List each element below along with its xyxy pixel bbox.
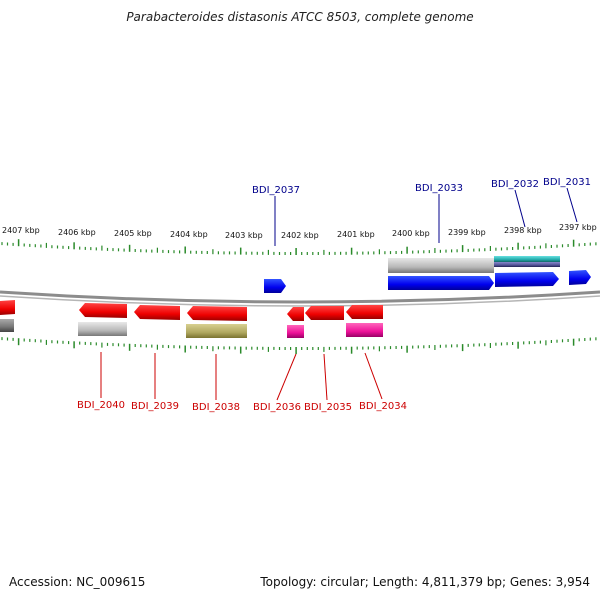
gene-arrow-bdi-2038[interactable]: [187, 306, 247, 321]
olive-region-bar[interactable]: [186, 324, 247, 338]
ruler-label: 2397 kbp: [559, 223, 597, 232]
gene-arrow-bdi-2039[interactable]: [134, 305, 180, 320]
gene-arrow-partial[interactable]: [0, 300, 15, 315]
ruler-label: 2406 kbp: [58, 228, 96, 237]
ruler-label: 2400 kbp: [392, 229, 430, 238]
forward-gene-labels: BDI_2037 BDI_2033 BDI_2032 BDI_2031: [252, 177, 591, 246]
forward-strand-features: [264, 256, 591, 293]
genome-backbone: [0, 290, 600, 304]
gene-label-bdi-2036[interactable]: BDI_2036: [253, 402, 301, 413]
gene-label-bdi-2033[interactable]: BDI_2033: [415, 183, 463, 194]
gene-arrow-bdi-2036[interactable]: [287, 307, 304, 321]
gene-label-bdi-2040[interactable]: BDI_2040: [77, 400, 125, 411]
ruler-label: 2405 kbp: [114, 229, 152, 238]
gray-region-bar[interactable]: [388, 258, 494, 273]
ruler-label: 2402 kbp: [281, 231, 319, 240]
reverse-strand-features: [0, 300, 383, 338]
navy-region-bar[interactable]: [494, 262, 560, 267]
gene-arrow-bdi-2033[interactable]: [388, 276, 494, 290]
genome-backbone-shadow: [0, 295, 600, 307]
ruler-label: 2401 kbp: [337, 230, 375, 239]
ruler-label: 2403 kbp: [225, 231, 263, 240]
gene-arrow-bdi-2034[interactable]: [346, 305, 383, 319]
ruler-labels: 2407 kbp 2406 kbp 2405 kbp 2404 kbp 2403…: [2, 223, 597, 240]
leader-line: [514, 189, 526, 228]
gene-label-bdi-2039[interactable]: BDI_2039: [131, 401, 179, 412]
inner-tick-ring: [1, 337, 597, 354]
gene-label-bdi-2038[interactable]: BDI_2038: [192, 402, 240, 413]
gene-arrow-bdi-2040[interactable]: [79, 303, 127, 318]
ruler-label: 2407 kbp: [2, 226, 40, 235]
gene-arrow-bdi-2035[interactable]: [305, 306, 344, 320]
gene-label-bdi-2037[interactable]: BDI_2037: [252, 185, 300, 196]
gray-region-bar[interactable]: [78, 322, 127, 336]
gene-label-bdi-2032[interactable]: BDI_2032: [491, 179, 539, 190]
outer-tick-ring: [1, 239, 597, 255]
leader-line: [323, 353, 328, 401]
ruler-label: 2404 kbp: [170, 230, 208, 239]
ruler-label: 2398 kbp: [504, 226, 542, 235]
leader-line: [276, 353, 297, 401]
gene-label-bdi-2035[interactable]: BDI_2035: [304, 402, 352, 413]
map-title: Parabacteroides distasonis ATCC 8503, co…: [126, 10, 474, 24]
pink-region-bar[interactable]: [346, 323, 383, 337]
gene-arrow-bdi-2031[interactable]: [569, 270, 591, 285]
leader-line: [364, 352, 383, 400]
teal-region-bar[interactable]: [494, 256, 560, 262]
gene-label-bdi-2031[interactable]: BDI_2031: [543, 177, 591, 188]
gray-region-partial[interactable]: [0, 319, 14, 332]
genome-stats-text: Topology: circular; Length: 4,811,379 bp…: [260, 575, 590, 589]
gene-arrow-bdi-2037[interactable]: [264, 279, 286, 293]
reverse-gene-labels: BDI_2040 BDI_2039 BDI_2038 BDI_2036 BDI_…: [77, 352, 407, 413]
accession-text: Accession: NC_009615: [9, 575, 146, 589]
ruler-label: 2399 kbp: [448, 228, 486, 237]
pink-region-bar[interactable]: [287, 325, 304, 338]
gene-arrow-bdi-2032[interactable]: [495, 272, 559, 287]
gene-label-bdi-2034[interactable]: BDI_2034: [359, 401, 407, 412]
leader-line: [566, 187, 578, 223]
